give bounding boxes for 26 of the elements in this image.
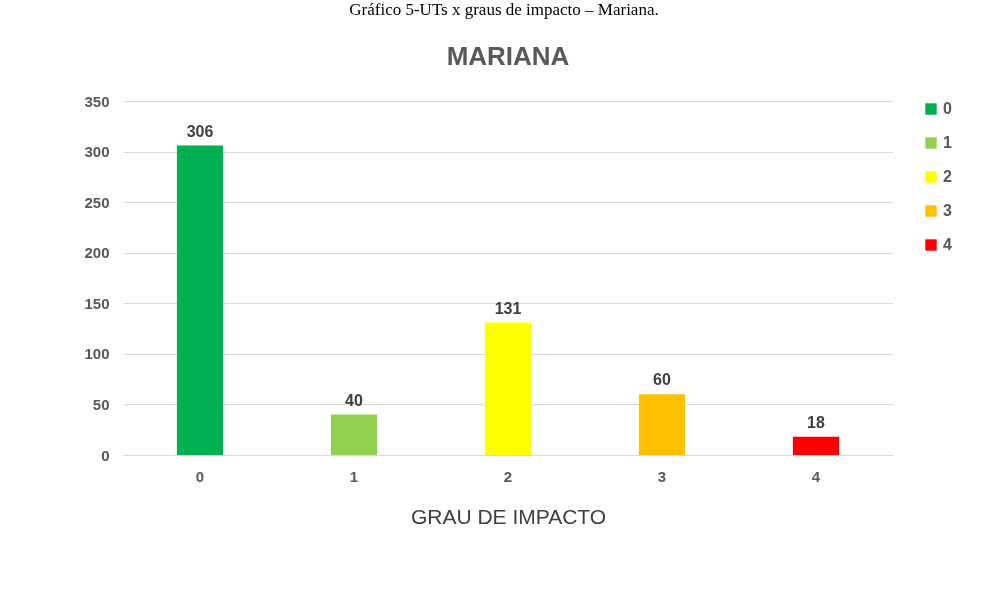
- y-tick-label: 0: [101, 446, 110, 464]
- legend-label: 4: [943, 236, 952, 253]
- x-tick-label: 2: [503, 467, 513, 485]
- y-tick-label: 300: [84, 143, 110, 161]
- data-label: 306: [186, 122, 214, 140]
- x-tick-label: 3: [657, 467, 667, 485]
- y-tick-label: 50: [92, 395, 110, 413]
- legend-label: 0: [943, 100, 952, 117]
- x-tick-label: 1: [349, 467, 359, 485]
- data-label: 131: [494, 299, 522, 317]
- x-tick-label: 0: [195, 467, 205, 485]
- x-axis-title: GRAU DE IMPACTO: [410, 504, 607, 528]
- legend-label: 3: [943, 202, 952, 219]
- data-label: 18: [807, 413, 825, 431]
- y-tick-label: 100: [84, 345, 110, 363]
- data-label: 40: [345, 391, 363, 409]
- y-tick-label: 150: [84, 294, 110, 312]
- chart-title: MARIANA: [446, 41, 570, 71]
- y-tick-label: 350: [84, 92, 110, 110]
- text: Gráfico 5-UTs x graus de impacto – Mariana.: [348, 0, 660, 21]
- data-label: 60: [653, 371, 671, 389]
- legend-label: 2: [943, 168, 952, 185]
- x-tick-label: 4: [811, 467, 821, 485]
- y-tick-label: 200: [84, 244, 110, 262]
- y-tick-label: 250: [84, 193, 110, 211]
- legend-label: 1: [943, 134, 952, 151]
